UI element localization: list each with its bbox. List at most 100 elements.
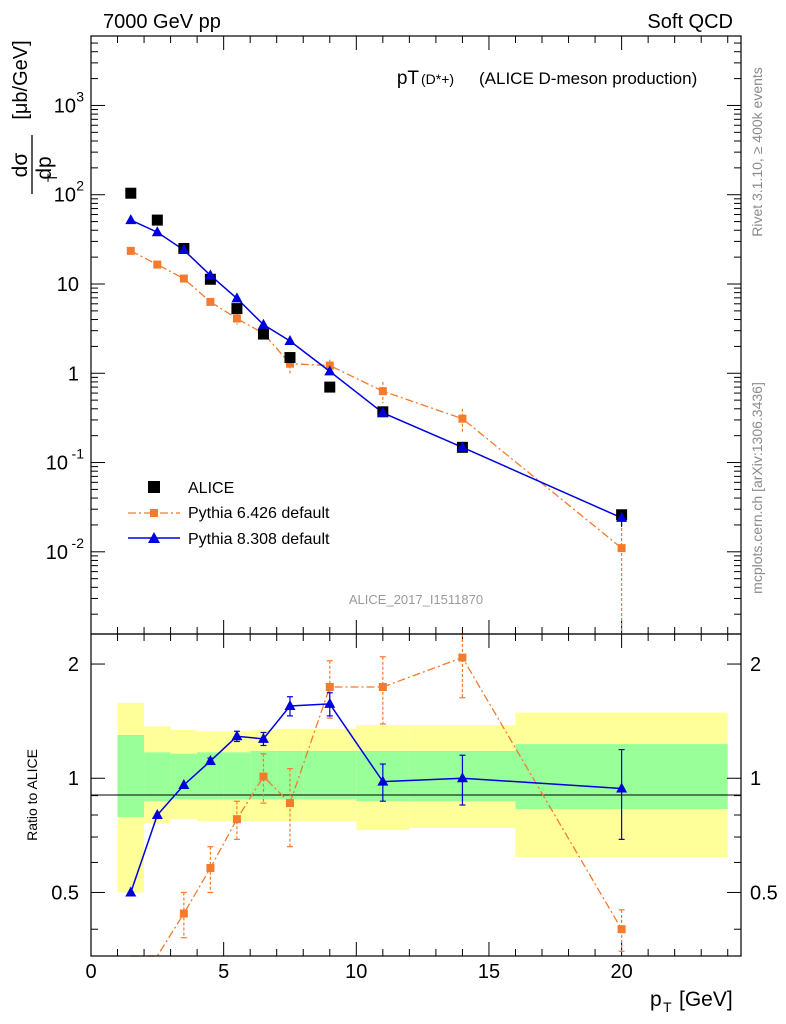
pythia8-point: [151, 226, 163, 237]
main-y-tick-exponent: -2: [72, 535, 85, 551]
main-y-tick-label: 1: [68, 363, 79, 385]
ratio-pythia6-point: [325, 682, 334, 691]
ratio-y-tick-label: 0.5: [51, 882, 79, 904]
main-y-tick-label: 10: [57, 274, 79, 296]
pythia6-point: [285, 359, 294, 368]
ratio-panel: 0.5 0.51 12 20 5 10 15 20 Ratio to ALICE p T [G…: [24, 633, 778, 1015]
pythia8-point: [257, 318, 269, 329]
pythia8-point: [231, 292, 243, 303]
ratio-pythia6-point: [232, 815, 241, 824]
mcplots-label: mcplots.cern.ch [arXiv:1306.3436]: [749, 382, 765, 594]
analysis-id: ALICE_2017_I1511870: [349, 592, 483, 607]
pythia6-point: [232, 314, 241, 323]
main-title-rest: (ALICE D-meson production): [479, 69, 697, 88]
ratio-pythia6-point: [179, 909, 188, 918]
ratio-pythia8-point: [151, 809, 163, 820]
pythia8-point: [324, 365, 336, 376]
legend-alice-label: ALICE: [188, 480, 234, 497]
x-tick-label: 0: [85, 961, 96, 983]
ratio-pythia8-point: [257, 732, 269, 743]
pythia8-point: [377, 406, 389, 417]
x-tick-label: 5: [218, 961, 229, 983]
ratio-pythia6-point: [458, 653, 467, 662]
pythia8-point: [204, 269, 216, 280]
ratio-pythia6-point: [259, 772, 268, 781]
x-tick-label: 20: [610, 961, 632, 983]
category-label: Soft QCD: [647, 11, 733, 33]
y-label-denominator-sub: T: [44, 173, 60, 182]
main-y-tick-label: 10: [46, 453, 68, 475]
y-axis-label: dσ dp T [μb/GeV]: [9, 40, 60, 194]
ratio-pythia8-point: [616, 782, 628, 793]
ratio-band-inner: [117, 735, 145, 818]
y-label-numerator: dσ: [9, 153, 32, 178]
pythia6-point: [153, 260, 162, 269]
pythia6-point: [206, 297, 215, 306]
ratio-pythia8-point: [456, 772, 468, 783]
main-y-tick-exponent: -1: [72, 446, 85, 462]
legend-pythia6-label: Pythia 6.426 default: [188, 505, 330, 522]
main-y-tick-label: 10: [46, 542, 68, 564]
ratio-y-tick-label-right: 1: [750, 768, 761, 790]
pythia8-point: [178, 244, 190, 255]
main-y-tick-label: 10: [54, 95, 76, 117]
ratio-pythia6-point: [206, 864, 215, 873]
ratio-pythia6-point: [378, 682, 387, 691]
main-y-tick-exponent: 2: [76, 178, 84, 194]
x-axis-label: p T [GeV]: [650, 988, 733, 1015]
ratio-pythia8-point: [324, 697, 336, 708]
pythia6-point: [617, 544, 626, 553]
ratio-ticks: 0.5 0.51 12 20 5 10 15 20: [51, 634, 778, 983]
ratio-pythia8-point: [125, 886, 137, 897]
alice-point: [324, 381, 336, 393]
x-tick-label: 10: [345, 961, 367, 983]
y-label-unit: [μb/GeV]: [10, 40, 32, 119]
ratio-pythia8-point: [284, 700, 296, 711]
legend-pythia6-marker: [150, 509, 158, 517]
ratio-pythia8-point: [178, 778, 190, 789]
ratio-y-tick-label: 2: [68, 654, 79, 676]
alice-point: [231, 303, 243, 315]
ratio-pythia6-point: [617, 925, 626, 934]
alice-point: [151, 214, 163, 226]
pythia8-point: [456, 441, 468, 452]
main-title-prefix: pT: [397, 68, 420, 89]
x-label-unit: [GeV]: [679, 988, 733, 1011]
ratio-frame: [90, 633, 742, 957]
ratio-y-tick-label-right: 2: [750, 654, 761, 676]
alice-point: [125, 187, 137, 199]
ratio-series: [125, 633, 628, 957]
legend-alice-marker: [148, 481, 160, 493]
ratio-band-inner: [223, 752, 251, 800]
rivet-label: Rivet 3.1.10, ≥ 400k events: [749, 67, 765, 237]
pythia6-point: [458, 414, 467, 423]
main-title-particle: (D*+): [421, 71, 454, 87]
pythia8-point: [616, 511, 628, 522]
energy-label: 7000 GeV pp: [103, 11, 221, 33]
main-series: [125, 187, 628, 634]
x-tick-label: 15: [478, 961, 500, 983]
ratio-y-tick-label: 1: [68, 768, 79, 790]
legend-pythia8-marker: [148, 532, 160, 543]
legend: ALICE Pythia 6.426 default Pythia 8.308 …: [128, 480, 330, 548]
main-y-tick-label: 10: [54, 185, 76, 207]
ratio-pythia8-point: [231, 730, 243, 741]
pythia8-point: [125, 214, 137, 225]
pythia6-point: [378, 387, 387, 396]
ratio-pythia8-point: [377, 775, 389, 786]
ratio-y-label: Ratio to ALICE: [24, 749, 40, 841]
legend-pythia8-label: Pythia 8.308 default: [188, 531, 330, 548]
pythia8-point: [284, 334, 296, 345]
alice-point: [284, 352, 296, 364]
main-y-tick-exponent: 3: [76, 88, 84, 104]
y-label-denominator: dp: [33, 156, 56, 179]
ratio-pythia8-point: [204, 755, 216, 766]
ratio-band-inner: [144, 752, 171, 802]
x-label-sub: T: [663, 999, 672, 1015]
pythia6-point: [179, 274, 188, 283]
x-label-main: p: [650, 988, 662, 1011]
ratio-y-tick-label-right: 0.5: [750, 882, 778, 904]
